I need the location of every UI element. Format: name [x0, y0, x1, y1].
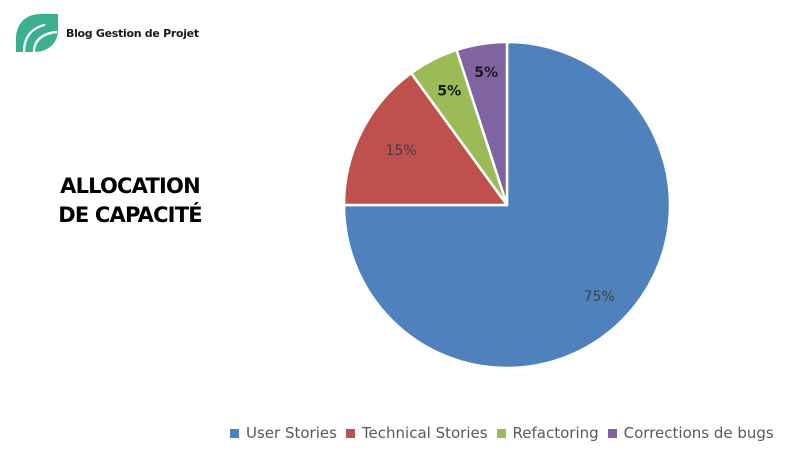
data-label-user-stories: 75%	[584, 289, 615, 305]
legend-swatch	[496, 428, 506, 438]
chart-legend: User Stories Technical Stories Refactoring…	[230, 424, 783, 442]
legend-label: Technical Stories	[361, 424, 488, 442]
legend-swatch	[230, 428, 239, 438]
data-label-technical-stories: 15%	[385, 143, 416, 159]
pie-slice-technical-stories	[342, 71, 509, 207]
page-title: ALLOCATION DE CAPACITÉ	[40, 172, 220, 230]
legend-swatch	[345, 428, 355, 438]
legend-item-technical-stories: Technical Stories	[345, 424, 488, 442]
pie-slice-corrections-de-bugs	[455, 40, 509, 207]
legend-label: Refactoring	[512, 424, 599, 442]
page-title-line-2: DE CAPACITÉ	[58, 203, 202, 227]
brand-name: Blog Gestion de Projet	[66, 26, 199, 40]
data-label-corrections-de-bugs: 5%	[474, 65, 498, 81]
legend-item-refactoring: Refactoring	[496, 424, 599, 442]
legend-swatch	[607, 428, 617, 438]
pie-chart: 75% 15% 5% 5%	[342, 40, 672, 370]
legend-item-user-stories: User Stories	[230, 424, 337, 442]
page-title-line-1: ALLOCATION	[60, 174, 201, 198]
leaf-logo-icon	[16, 14, 58, 54]
legend-label: Corrections de bugs	[623, 424, 774, 442]
brand: Blog Gestion de Projet	[14, 12, 199, 54]
pie-slice-user-stories	[342, 40, 672, 370]
legend-label: User Stories	[246, 424, 337, 442]
legend-item-corrections-de-bugs: Corrections de bugs	[607, 424, 774, 442]
data-label-refactoring: 5%	[437, 84, 461, 100]
